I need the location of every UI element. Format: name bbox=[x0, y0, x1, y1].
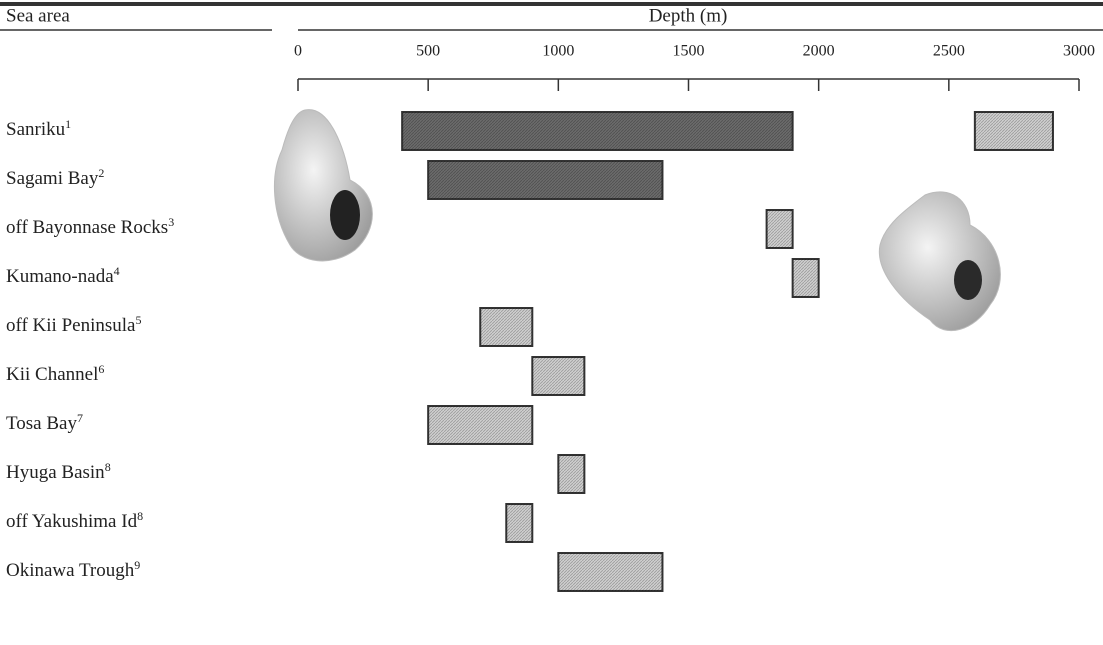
bar-hatch bbox=[532, 357, 584, 395]
sea-area: Kii Channel bbox=[6, 364, 98, 385]
bar-hatch bbox=[975, 112, 1053, 150]
row-label: Kii Channel6 bbox=[6, 362, 104, 386]
shell-left bbox=[274, 110, 372, 261]
reference-note: 6 bbox=[98, 362, 104, 376]
chart: Sea area Depth (m) 0 500 1000 1500 2000 2500 3… bbox=[0, 0, 1103, 645]
sea-area: Kumano-nada bbox=[6, 266, 114, 287]
reference-note: 7 bbox=[77, 411, 83, 425]
bar-hatch bbox=[402, 112, 792, 150]
bar-hatch bbox=[558, 553, 662, 591]
bar-hatch bbox=[558, 455, 584, 493]
reference-note: 5 bbox=[135, 313, 141, 327]
sea-area: off Kii Peninsula bbox=[6, 315, 136, 336]
bar-hatch bbox=[480, 308, 532, 346]
x-tick-label: 500 bbox=[416, 43, 440, 60]
reference-note: 3 bbox=[168, 215, 174, 229]
shell-right bbox=[879, 192, 1000, 331]
sea-area: off Bayonnase Rocks bbox=[6, 217, 168, 238]
reference-note: 1 bbox=[65, 117, 71, 131]
reference-note: 8 bbox=[137, 509, 143, 523]
reference-note: 8 bbox=[105, 460, 111, 474]
sea-area: off Yakushima Id bbox=[6, 511, 138, 532]
column-header: Sea area bbox=[6, 5, 70, 26]
x-tick-label: 1500 bbox=[673, 43, 705, 60]
x-tick-label: 2500 bbox=[933, 43, 965, 60]
row-label: Okinawa Trough9 bbox=[6, 558, 140, 582]
bar-hatch bbox=[767, 210, 793, 248]
x-tick-label: 1000 bbox=[542, 43, 574, 60]
x-tick-label: 0 bbox=[294, 43, 302, 60]
row-label: Hyuga Basin8 bbox=[6, 460, 111, 484]
row-label: Tosa Bay7 bbox=[6, 411, 83, 435]
reference-note: 4 bbox=[114, 264, 120, 278]
sea-area: Tosa Bay bbox=[6, 413, 77, 434]
reference-note: 9 bbox=[134, 558, 140, 572]
sea-area: Sagami Bay bbox=[6, 168, 99, 189]
top-rule bbox=[0, 2, 1103, 6]
x-tick-label: 2000 bbox=[803, 43, 835, 60]
reference-note: 2 bbox=[98, 166, 104, 180]
sea-area: Okinawa Trough bbox=[6, 560, 135, 581]
row-label: off Kii Peninsula5 bbox=[6, 313, 141, 337]
row-label: off Bayonnase Rocks3 bbox=[6, 215, 174, 239]
sea-area: Hyuga Basin bbox=[6, 462, 105, 483]
bar-hatch bbox=[428, 406, 532, 444]
bar-hatch bbox=[506, 504, 532, 542]
bar-hatch bbox=[793, 259, 819, 297]
row-label: Sagami Bay2 bbox=[6, 166, 104, 190]
sea-area: Sanriku bbox=[6, 119, 66, 140]
row-label: Kumano-nada4 bbox=[6, 264, 120, 288]
row-label: Sanriku1 bbox=[6, 117, 71, 141]
x-tick-label: 3000 bbox=[1063, 43, 1095, 60]
row-label: off Yakushima Id8 bbox=[6, 509, 143, 533]
bar-hatch bbox=[428, 161, 662, 199]
axis-title: Depth (m) bbox=[649, 5, 728, 26]
